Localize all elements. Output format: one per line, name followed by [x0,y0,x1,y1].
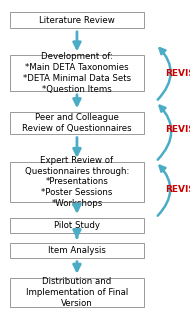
Text: Distribution and
Implementation of Final
Version: Distribution and Implementation of Final… [26,277,128,308]
Text: Pilot Study: Pilot Study [54,221,100,230]
Text: Item Analysis: Item Analysis [48,246,106,255]
FancyBboxPatch shape [10,243,144,258]
FancyBboxPatch shape [10,162,144,202]
Text: REVISION: REVISION [165,185,190,194]
Text: Expert Review of
Questionnaires through:
*Presentations
*Poster Sessions
*Worksh: Expert Review of Questionnaires through:… [25,156,129,208]
Text: REVISION: REVISION [165,69,190,77]
FancyBboxPatch shape [10,55,144,91]
FancyBboxPatch shape [10,218,144,233]
FancyBboxPatch shape [10,12,144,28]
FancyBboxPatch shape [10,112,144,134]
FancyBboxPatch shape [10,278,144,307]
Text: REVISION: REVISION [165,125,190,133]
Text: Literature Review: Literature Review [39,16,115,25]
Text: Peer and Colleague
Review of Questionnaires: Peer and Colleague Review of Questionnai… [22,113,132,133]
Text: Development of:
*Main DETA Taxonomies
*DETA Minimal Data Sets
*Question Items: Development of: *Main DETA Taxonomies *D… [23,53,131,94]
